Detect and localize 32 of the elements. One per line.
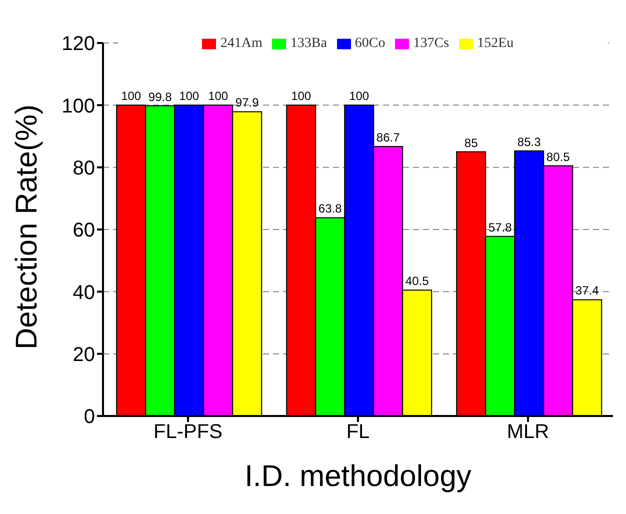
data-label: 40.5 (405, 274, 430, 288)
x-tick-label: MLR (506, 421, 550, 444)
data-label: 85.3 (517, 134, 542, 149)
y-axis-title: Detection Rate(%) (10, 104, 44, 350)
y-tick-label: 20 (72, 344, 95, 366)
data-label: 63.8 (318, 202, 342, 216)
data-label: 37.4 (575, 284, 600, 298)
data-label: 99.8 (148, 90, 172, 104)
data-label: 100 (121, 89, 142, 104)
x-tick-label: FL (346, 421, 370, 444)
data-label: 100 (349, 89, 370, 104)
data-label: 80.5 (546, 150, 570, 164)
data-label: 97.9 (235, 96, 260, 110)
y-tick-label: 0 (84, 406, 95, 428)
data-label: 86.7 (376, 130, 400, 145)
legend-label: 241Am (220, 36, 262, 51)
y-tick-label: 120 (62, 33, 95, 56)
y-tick-label: 60 (72, 220, 95, 242)
data-label: 100 (208, 89, 228, 104)
y-tick-label: 100 (62, 95, 95, 118)
x-axis-title: I.D. methodology (244, 460, 472, 493)
data-label: 100 (179, 89, 200, 104)
data-label: 100 (291, 89, 312, 104)
legend-label: 60Co (354, 36, 386, 51)
x-tick-label: FL-PFS (154, 421, 222, 444)
legend-label: 137Cs (413, 36, 450, 51)
legend-label: 152Eu (477, 36, 514, 51)
data-label: 85 (464, 136, 478, 150)
y-tick-label: 80 (72, 157, 95, 180)
y-tick-label: 40 (72, 282, 95, 304)
legend-label: 133Ba (290, 36, 327, 51)
data-label: 57.8 (488, 220, 512, 234)
